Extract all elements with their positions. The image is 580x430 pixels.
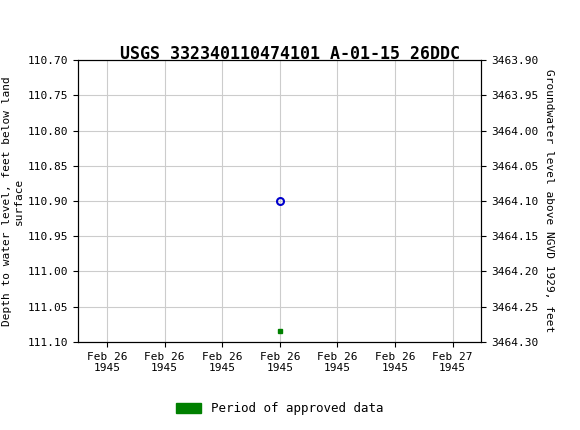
Y-axis label: Groundwater level above NGVD 1929, feet: Groundwater level above NGVD 1929, feet <box>544 69 554 333</box>
Y-axis label: Depth to water level, feet below land
surface: Depth to water level, feet below land su… <box>2 76 24 326</box>
Text: USGS: USGS <box>35 9 95 28</box>
Text: ≡: ≡ <box>6 6 27 30</box>
Text: USGS 332340110474101 A-01-15 26DDC: USGS 332340110474101 A-01-15 26DDC <box>120 45 460 63</box>
Legend: Period of approved data: Period of approved data <box>171 397 389 420</box>
